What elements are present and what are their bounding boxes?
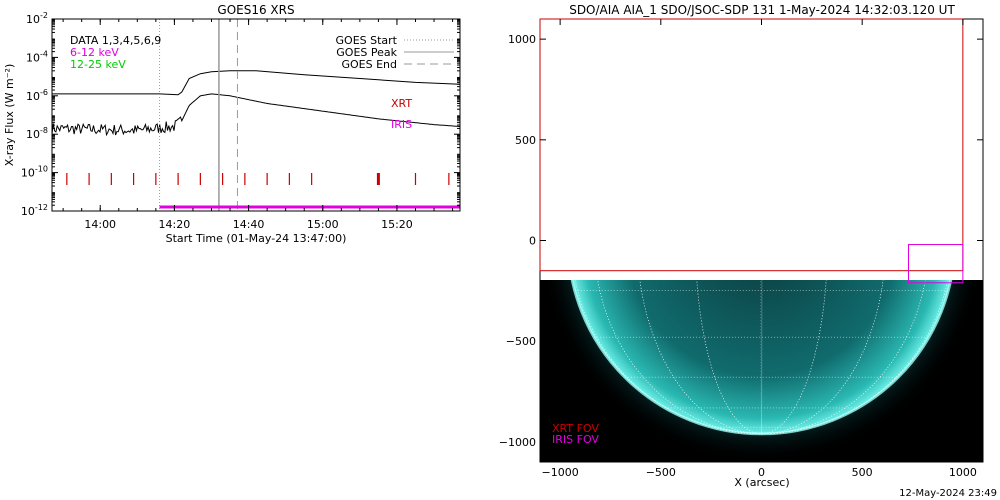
iris-fov-box <box>907 244 964 284</box>
goes-x-tick-label: 15:00 <box>307 218 339 231</box>
goes-x-tick-label: 14:40 <box>233 218 265 231</box>
goes-legend-end: GOES End <box>341 58 397 71</box>
goes-series-1 <box>52 93 460 137</box>
xrt-fov-box <box>539 18 964 272</box>
goes-plot-frame <box>51 18 461 212</box>
goes-x-tick-label: 14:00 <box>84 218 116 231</box>
goes-xlabel: Start Time (01-May-24 13:47:00) <box>166 232 347 245</box>
aia-y-tick-label: −1000 <box>499 436 536 449</box>
goes-y-tick-label: 10-10 <box>21 165 48 180</box>
goes-legend-peak: GOES Peak <box>336 46 397 59</box>
aia-y-tick-label: −500 <box>506 335 536 348</box>
aia-x-tick-label: 0 <box>758 466 765 479</box>
aia-legend-xrt-fov: XRT FOV <box>552 422 599 435</box>
goes-panel: GOES16 XRS 14:00 14:20 14:40 15:00 15:20 10-2… <box>3 3 461 245</box>
goes-legend-start: GOES Start <box>336 34 398 47</box>
aia-xlabel: X (arcsec) <box>734 476 789 489</box>
goes-y-tick-label: 10-6 <box>26 88 48 103</box>
aia-y-tick-label: 500 <box>515 134 536 147</box>
aia-x-tick-label: 1000 <box>949 466 977 479</box>
goes-annotation-iris: IRIS <box>391 118 412 131</box>
aia-y-tick-label: 1000 <box>508 33 536 46</box>
aia-panel: SDO/AIA AIA_1 SDO/JSOC-SDP 131 1-May-202… <box>499 3 984 489</box>
footer-timestamp: 12-May-2024 23:49 <box>899 488 997 499</box>
goes-y-tick-label: 10-12 <box>21 203 48 218</box>
aia-x-tick-label: −500 <box>646 466 676 479</box>
aia-title: SDO/AIA AIA_1 SDO/JSOC-SDP 131 1-May-202… <box>569 3 955 17</box>
goes-y-tick-label: 10-4 <box>26 49 48 64</box>
goes-legend-6-12kev: 6-12 keV <box>70 46 119 59</box>
goes-x-tick-label: 15:20 <box>381 218 413 231</box>
goes-annotation-xrt: XRT <box>391 97 412 110</box>
aia-y-tick-label: 0 <box>529 235 536 248</box>
aia-x-tick-label: 500 <box>852 466 873 479</box>
goes-y-tick-label: 10-8 <box>26 126 48 141</box>
aia-image <box>540 19 983 462</box>
goes-legend-12-25kev: 12-25 keV <box>70 58 126 71</box>
goes-legend-data: DATA 1,3,4,5,6,9 <box>70 34 161 47</box>
aia-x-tick-label: −1000 <box>542 466 579 479</box>
goes-title: GOES16 XRS <box>217 3 294 17</box>
goes-x-tick-label: 14:20 <box>159 218 191 231</box>
aia-no-data-region <box>540 19 983 280</box>
goes-y-tick-label: 10-2 <box>26 11 48 26</box>
aia-legend-iris-fov: IRIS FOV <box>552 433 599 446</box>
goes-ylabel: X-ray Flux (W m⁻²) <box>3 64 16 166</box>
goes-series-0 <box>52 70 460 96</box>
